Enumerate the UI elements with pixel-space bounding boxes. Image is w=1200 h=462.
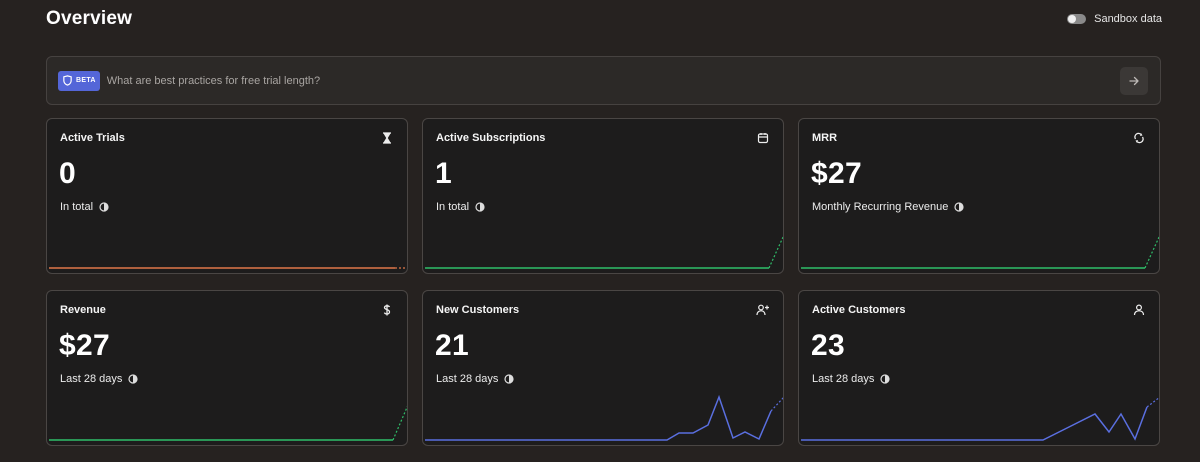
sparkline-chart [425,235,783,269]
card-revenue[interactable]: Revenue $27 Last 28 days [46,290,408,446]
sparkline-chart [49,405,407,441]
card-subtitle-text: In total [436,201,470,213]
card-title: New Customers [436,304,520,316]
card-title: Revenue [60,304,106,316]
sparkline-chart [801,397,1159,441]
card-title: Active Trials [60,132,125,144]
info-icon[interactable] [954,202,964,212]
calendar-icon [756,131,770,145]
card-subtitle: In total [60,201,109,213]
card-subtitle-text: Monthly Recurring Revenue [812,201,949,213]
card-subtitle: Last 28 days [436,373,514,385]
sandbox-toggle[interactable]: Sandbox data [1067,13,1162,25]
sparkline-chart [425,394,783,441]
arrow-right-icon [1129,76,1139,86]
card-value: $27 [59,329,110,362]
card-subtitle: Last 28 days [812,373,890,385]
card-value: $27 [811,157,862,190]
card-value: 21 [435,329,469,362]
info-icon[interactable] [99,202,109,212]
refresh-icon [1132,131,1146,145]
shield-icon [63,75,72,86]
card-subtitle: In total [436,201,485,213]
info-icon[interactable] [475,202,485,212]
user-plus-icon [756,303,770,317]
ask-bar[interactable]: BETA [46,56,1161,105]
card-subtitle-text: Last 28 days [60,373,123,385]
card-title: Active Subscriptions [436,132,546,144]
card-subtitle-text: In total [60,201,94,213]
page-title: Overview [46,8,133,29]
card-mrr[interactable]: MRR $27 Monthly Recurring Revenue [798,118,1160,274]
toggle-switch-icon[interactable] [1067,14,1087,24]
card-value: 1 [435,157,452,190]
send-button[interactable] [1120,67,1148,95]
card-title: MRR [812,132,838,144]
card-new-customers[interactable]: New Customers 21 Last 28 days [422,290,784,446]
card-title: Active Customers [812,304,906,316]
card-subtitle-text: Last 28 days [812,373,875,385]
dollar-icon [380,303,394,317]
sparkline-chart [801,235,1159,269]
sandbox-label: Sandbox data [1094,13,1162,25]
info-icon[interactable] [504,374,514,384]
beta-label: BETA [76,77,96,84]
card-active-subscriptions[interactable]: Active Subscriptions 1 In total [422,118,784,274]
hourglass-icon [380,131,394,145]
beta-badge: BETA [58,70,100,91]
sparkline-chart [49,267,407,269]
card-subtitle: Last 28 days [60,373,138,385]
card-value: 0 [59,157,76,190]
card-subtitle-text: Last 28 days [436,373,499,385]
user-icon [1132,303,1146,317]
info-icon[interactable] [128,374,138,384]
card-active-trials[interactable]: Active Trials 0 In total [46,118,408,274]
card-value: 23 [811,329,845,362]
card-active-customers[interactable]: Active Customers 23 Last 28 days [798,290,1160,446]
card-subtitle: Monthly Recurring Revenue [812,201,964,213]
ask-input[interactable] [106,74,1160,87]
page-header: Overview Sandbox data [46,6,1162,32]
info-icon[interactable] [880,374,890,384]
